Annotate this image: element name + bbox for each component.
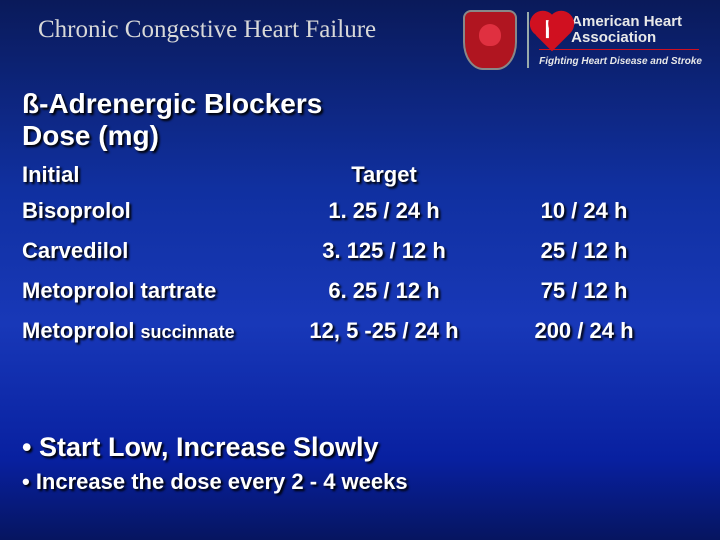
aha-name-line1: American Heart [571,14,682,30]
table-row: Metoprolol succinnate 12, 5 -25 / 24 h 2… [22,318,698,344]
col-header-target: Target [284,162,484,188]
aha-logo: American Heart Association Fighting Hear… [539,14,702,67]
aha-name-line2: Association [571,30,682,46]
target-dose: 25 / 12 h [484,238,684,264]
logo-block: American Heart Association Fighting Hear… [463,10,702,70]
drug-name-sub: succinnate [141,322,235,342]
drug-name: Metoprolol tartrate [22,278,216,303]
drug-name: Carvedilol [22,238,128,263]
col-header-initial: Initial [22,162,284,188]
target-dose: 10 / 24 h [484,198,684,224]
table-row: Bisoprolol 1. 25 / 24 h 10 / 24 h [22,198,698,224]
bullet-2: • Increase the dose every 2 - 4 weeks [22,469,408,495]
section-title-line2: Dose (mg) [22,120,322,152]
target-dose: 200 / 24 h [484,318,684,344]
header: Chronic Congestive Heart Failure America… [0,0,720,70]
page-title: Chronic Congestive Heart Failure [38,10,376,44]
heart-torch-icon [534,14,571,51]
drug-name: Metoprolol [22,318,141,343]
crest-icon [463,10,517,70]
drug-name: Bisoprolol [22,198,131,223]
initial-dose: 3. 125 / 12 h [284,238,484,264]
dose-table: Bisoprolol 1. 25 / 24 h 10 / 24 h Carved… [22,198,698,358]
col-header-empty [484,162,684,188]
initial-dose: 6. 25 / 12 h [284,278,484,304]
section-title: ß-Adrenergic Blockers Dose (mg) [22,88,322,152]
column-headers: Initial Target [22,162,698,188]
target-dose: 75 / 12 h [484,278,684,304]
aha-tagline: Fighting Heart Disease and Stroke [539,56,702,67]
section-title-line1: ß-Adrenergic Blockers [22,88,322,120]
initial-dose: 12, 5 -25 / 24 h [284,318,484,344]
bullets: • Start Low, Increase Slowly • Increase … [22,432,408,495]
bullet-1: • Start Low, Increase Slowly [22,432,408,463]
aha-rule [539,49,699,50]
initial-dose: 1. 25 / 24 h [284,198,484,224]
table-row: Metoprolol tartrate 6. 25 / 12 h 75 / 12… [22,278,698,304]
table-row: Carvedilol 3. 125 / 12 h 25 / 12 h [22,238,698,264]
